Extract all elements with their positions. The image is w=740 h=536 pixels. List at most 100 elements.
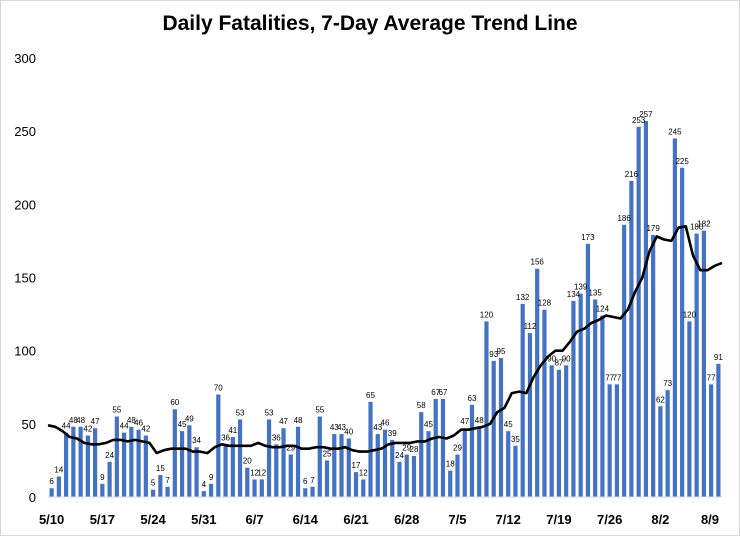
data-label: 47	[279, 417, 288, 426]
bar	[651, 235, 656, 497]
bar	[397, 461, 402, 497]
data-label: 90	[562, 354, 571, 363]
bar	[361, 479, 366, 497]
bar	[208, 483, 214, 497]
data-label: 134	[567, 290, 581, 299]
bar	[440, 398, 446, 497]
bar	[100, 483, 105, 497]
y-tick-label: 100	[14, 344, 36, 359]
x-tick-label: 7/12	[496, 512, 521, 527]
data-label: 182	[697, 220, 711, 229]
bar	[390, 439, 395, 497]
data-label: 20	[243, 457, 252, 466]
bar	[426, 431, 431, 497]
data-label: 49	[185, 414, 194, 423]
data-label: 4	[202, 480, 207, 489]
data-label: 17	[352, 461, 361, 470]
y-tick-label: 50	[22, 417, 36, 432]
data-label: 18	[446, 460, 455, 469]
data-label: 29	[402, 444, 411, 453]
bar	[448, 470, 453, 497]
bar	[382, 429, 388, 497]
data-label: 46	[134, 419, 143, 428]
data-label: 36	[272, 433, 281, 442]
y-tick-label: 0	[29, 490, 36, 505]
data-label: 55	[112, 406, 121, 415]
bar	[535, 268, 540, 497]
data-label: 53	[265, 408, 274, 417]
bar	[455, 454, 460, 497]
bar	[310, 486, 315, 497]
bar	[607, 384, 612, 497]
data-label: 45	[178, 420, 187, 429]
y-tick-label: 250	[14, 124, 36, 139]
data-label: 43	[330, 423, 339, 432]
bar	[317, 416, 322, 497]
bar	[375, 434, 380, 497]
bar	[549, 365, 554, 497]
bar	[339, 434, 344, 497]
bar	[230, 437, 235, 497]
x-tick-label: 7/5	[448, 512, 466, 527]
bar	[585, 243, 591, 497]
data-label: 120	[480, 310, 494, 319]
data-label: 25	[323, 449, 332, 458]
data-label: 44	[62, 422, 71, 431]
data-label: 124	[596, 305, 610, 314]
bar	[411, 456, 417, 497]
bar	[542, 309, 547, 497]
data-label: 156	[531, 258, 545, 267]
data-label: 179	[646, 224, 660, 233]
bar	[593, 299, 598, 497]
data-label: 9	[100, 473, 105, 482]
data-label: 41	[228, 426, 237, 435]
data-label: 45	[504, 420, 513, 429]
bar	[121, 432, 127, 497]
data-label: 48	[69, 416, 78, 425]
data-label: 90	[547, 354, 556, 363]
bar	[513, 445, 518, 497]
bar	[643, 120, 649, 497]
bar	[462, 428, 467, 497]
data-label: 77	[605, 373, 614, 382]
data-label: 48	[294, 416, 303, 425]
bar	[64, 432, 69, 497]
data-label: 29	[286, 444, 295, 453]
data-label: 12	[257, 468, 266, 477]
bar	[600, 315, 605, 497]
data-label: 77	[707, 373, 716, 382]
bar	[629, 180, 634, 498]
bar	[158, 475, 163, 497]
x-tick-label: 7/26	[597, 512, 622, 527]
data-label: 5	[151, 479, 156, 488]
bar	[658, 406, 663, 497]
bar	[150, 489, 156, 497]
data-label: 34	[192, 436, 201, 445]
data-label: 28	[410, 445, 419, 454]
bar	[303, 488, 308, 497]
data-label: 36	[221, 433, 230, 442]
bar	[252, 479, 257, 497]
data-label: 6	[303, 477, 308, 486]
data-label: 48	[76, 416, 85, 425]
bar	[165, 486, 170, 497]
y-tick-label: 150	[14, 271, 36, 286]
bar	[281, 428, 286, 497]
data-label: 44	[120, 422, 129, 431]
data-label: 253	[632, 116, 646, 125]
data-label: 43	[337, 423, 346, 432]
data-label: 73	[663, 379, 672, 388]
bar	[368, 401, 373, 497]
bar	[404, 454, 409, 497]
chart-title: Daily Fatalities, 7-Day Average Trend Li…	[162, 12, 578, 35]
x-tick-label: 5/10	[39, 512, 64, 527]
data-label: 173	[581, 233, 595, 242]
bar	[245, 467, 250, 497]
x-tick-label: 6/21	[343, 512, 368, 527]
x-tick-label: 6/14	[293, 512, 319, 527]
data-label: 128	[538, 299, 552, 308]
bar	[71, 426, 76, 497]
bar	[49, 488, 54, 497]
data-label: 112	[524, 322, 537, 331]
bar	[716, 363, 721, 497]
